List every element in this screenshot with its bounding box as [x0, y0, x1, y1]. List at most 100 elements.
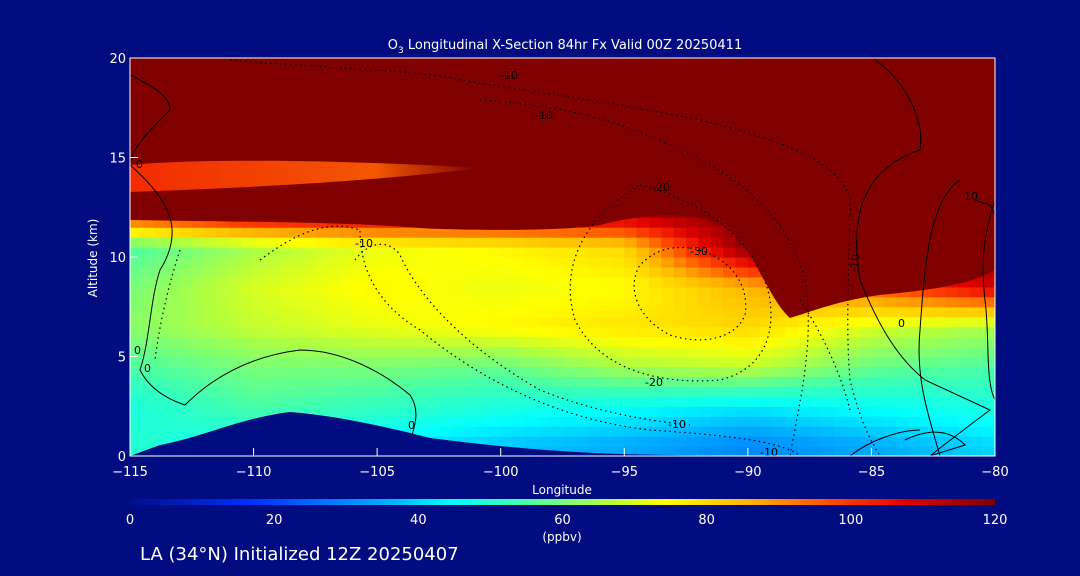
ozone-cell [809, 416, 823, 427]
ozone-cell [649, 306, 662, 318]
ozone-cell [735, 266, 749, 278]
ozone-cell [401, 276, 415, 288]
ozone-cell [859, 296, 873, 308]
ozone-cell [587, 336, 601, 348]
ozone-cell [636, 316, 650, 328]
ozone-cell [389, 316, 403, 328]
ozone-cell [599, 306, 613, 318]
ozone-cell [797, 356, 811, 368]
ozone-cell [883, 326, 897, 338]
ozone-cell [673, 227, 687, 238]
ozone-cell [611, 426, 625, 437]
ozone-cell [611, 406, 625, 417]
ozone-cell [476, 416, 489, 427]
ozone-cell [204, 326, 218, 338]
ozone-cell [488, 306, 502, 318]
ozone-cell [401, 406, 415, 417]
ozone-cell [340, 276, 354, 288]
ozone-cell [611, 326, 625, 338]
ozone-cell [327, 356, 341, 368]
ozone-cell [710, 396, 724, 407]
ozone-cell [698, 266, 712, 278]
ozone-cell [303, 257, 316, 268]
ozone-cell [574, 266, 588, 278]
ozone-cell [253, 296, 267, 308]
ozone-cell [179, 257, 193, 268]
ozone-cell [216, 306, 230, 318]
ozone-cell [809, 356, 823, 368]
ozone-cell [265, 366, 279, 377]
ozone-cell [426, 296, 440, 308]
ozone-cell [982, 336, 995, 348]
ozone-cell [500, 257, 514, 268]
ozone-cell [216, 376, 230, 387]
ozone-cell [760, 396, 774, 407]
ozone-cell [130, 217, 143, 228]
ozone-cell [414, 237, 428, 248]
ozone-cell [327, 276, 341, 288]
ozone-cell [710, 406, 724, 417]
ozone-cell [513, 296, 527, 308]
ozone-cell [414, 306, 428, 318]
ozone-cell [624, 296, 638, 308]
ozone-cell [599, 346, 613, 358]
ozone-cell [624, 426, 638, 437]
ozone-cell [315, 366, 329, 377]
ozone-cell [513, 286, 527, 298]
ozone-cell [760, 326, 774, 338]
ozone-cell [426, 376, 440, 387]
ozone-cell [463, 326, 477, 338]
ozone-cell [871, 356, 885, 368]
ozone-cell [883, 426, 897, 437]
ozone-cell [784, 436, 798, 447]
y-tick-label: 0 [118, 450, 126, 465]
ozone-cell [500, 426, 514, 437]
ozone-cell [649, 266, 662, 278]
ozone-cell [859, 446, 873, 456]
ozone-cell [698, 356, 712, 368]
ozone-cell [611, 366, 625, 377]
x-tick-label: −105 [359, 465, 395, 480]
ozone-cell [624, 436, 638, 447]
ozone-cell [649, 296, 662, 308]
ozone-cell [167, 296, 181, 308]
ozone-cell [859, 326, 873, 338]
ozone-cell [574, 436, 588, 447]
ozone-cell [611, 286, 625, 298]
ozone-cell [673, 436, 687, 447]
ozone-cell [982, 316, 995, 328]
ozone-cell [982, 446, 995, 456]
ozone-cell [179, 247, 193, 258]
ozone-cell [846, 356, 860, 368]
ozone-cell [723, 426, 737, 437]
ozone-cell [476, 237, 489, 248]
ozone-cell [142, 376, 156, 387]
ozone-cell [204, 356, 218, 368]
ozone-cell [303, 406, 316, 417]
ozone-cell [142, 436, 156, 447]
ozone-cell [154, 416, 168, 427]
ozone-cell [463, 416, 477, 427]
ozone-cell [352, 366, 366, 377]
ozone-cell [834, 376, 848, 387]
ozone-cell [352, 306, 366, 318]
ozone-cell [587, 396, 601, 407]
ozone-cell [859, 306, 873, 318]
ozone-cell [550, 266, 564, 278]
ozone-cell [241, 237, 255, 248]
ozone-cell [426, 366, 440, 377]
ozone-cell [167, 396, 181, 407]
ozone-cell [760, 436, 774, 447]
ozone-cell [142, 247, 156, 258]
ozone-cell [228, 296, 242, 308]
colorbar [130, 499, 995, 505]
ozone-cell [290, 346, 304, 358]
colorbar-tick-label: 40 [410, 513, 427, 528]
ozone-cell [253, 217, 267, 228]
ozone-cell [908, 286, 922, 298]
ozone-cell [587, 416, 601, 427]
ozone-cell [315, 276, 329, 288]
ozone-cell [686, 446, 700, 456]
y-tick-label: 10 [109, 251, 126, 266]
ozone-cell [673, 376, 687, 387]
